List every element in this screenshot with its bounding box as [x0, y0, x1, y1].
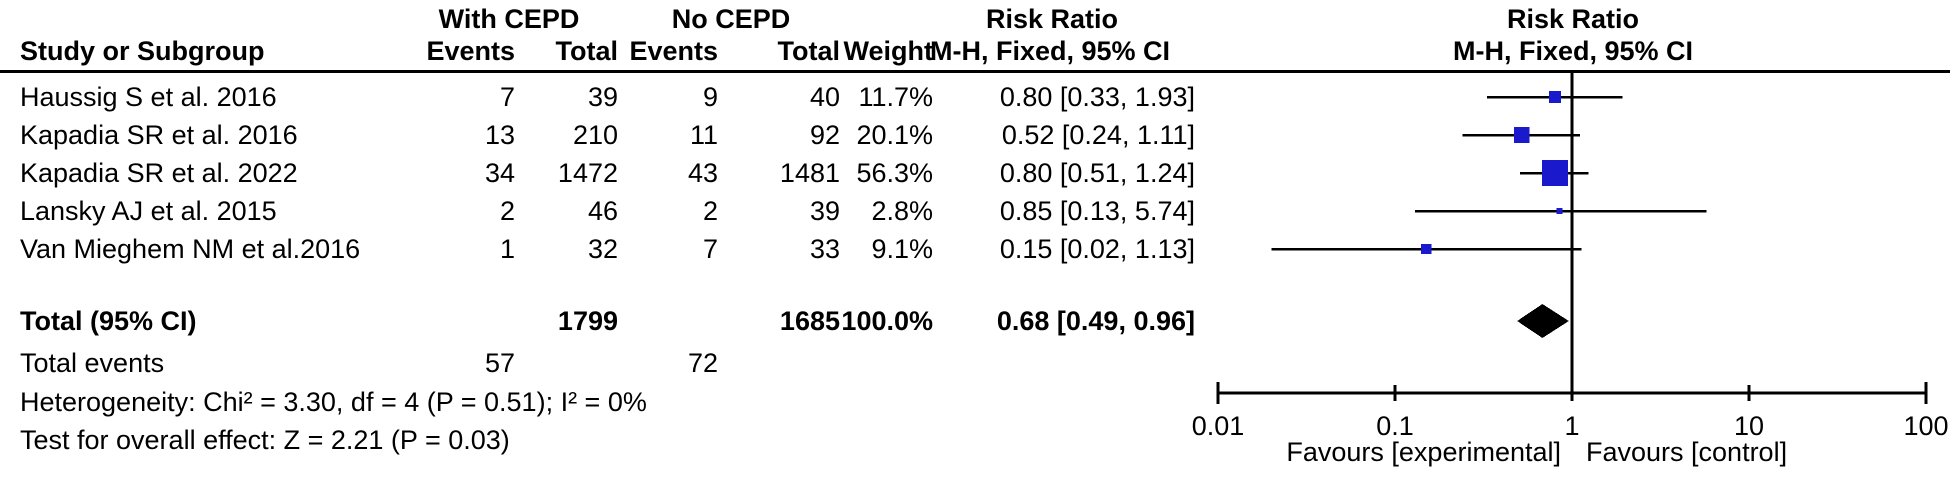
total-no-cepd: 1481: [779, 158, 840, 188]
table-row-study-4: Lansky AJ et al. 2015 2 46 2 39 2.8% 0.8…: [0, 192, 1950, 230]
risk-ratio-ci: 0.80 [0.33, 1.93]: [999, 82, 1195, 112]
study-name: Kapadia SR et al. 2016: [20, 120, 298, 150]
total-no-cepd-sum: 1685: [779, 306, 840, 336]
total-no-cepd: 33: [809, 234, 840, 264]
events-with-cepd: 13: [484, 120, 515, 150]
group-header-no-cepd: No CEPD: [671, 4, 791, 34]
column-header-events-2: Events: [629, 36, 718, 66]
total-with-cepd: 210: [572, 120, 618, 150]
heterogeneity-text: Heterogeneity: Chi² = 3.30, df = 4 (P = …: [20, 387, 647, 417]
heterogeneity-stats: Heterogeneity: Chi² = 3.30, df = 4 (P = …: [0, 383, 1950, 421]
axis-tick-label: 10: [1733, 411, 1765, 441]
total-weight: 100.0%: [841, 306, 933, 336]
column-group-risk-ratio: Risk Ratio: [985, 4, 1119, 34]
events-with-cepd: 2: [499, 196, 515, 226]
plot-header-method: M-H, Fixed, 95% CI: [1452, 36, 1694, 66]
axis-tick-label: 100: [1903, 411, 1949, 441]
total-no-cepd: 39: [809, 196, 840, 226]
table-row-total-events: Total events 57 72: [0, 344, 1950, 382]
plot-title-risk-ratio: Risk Ratio: [1506, 4, 1640, 34]
weight-value: 56.3%: [856, 158, 933, 188]
events-no-cepd: 2: [702, 196, 718, 226]
column-header-study: Study or Subgroup: [20, 36, 265, 66]
total-no-cepd: 92: [809, 120, 840, 150]
total-with-cepd: 46: [587, 196, 618, 226]
risk-ratio-ci: 0.85 [0.13, 5.74]: [999, 196, 1195, 226]
risk-ratio-ci: 0.52 [0.24, 1.11]: [1001, 120, 1195, 150]
events-no-cepd: 9: [702, 82, 718, 112]
total-with-cepd: 32: [587, 234, 618, 264]
total-events-no-cepd: 72: [687, 348, 718, 378]
weight-value: 9.1%: [871, 234, 933, 264]
axis-tick-label: 0.1: [1376, 411, 1414, 441]
total-events-with-cepd: 57: [484, 348, 515, 378]
study-name: Kapadia SR et al. 2022: [20, 158, 298, 188]
total-no-cepd: 40: [809, 82, 840, 112]
table-row-study-3: Kapadia SR et al. 2022 34 1472 43 1481 5…: [0, 154, 1950, 192]
events-with-cepd: 34: [484, 158, 515, 188]
risk-ratio-ci: 0.15 [0.02, 1.13]: [999, 234, 1195, 264]
column-header-total-1: Total: [555, 36, 619, 66]
column-header-total-2: Total: [777, 36, 841, 66]
table-row-study-5: Van Mieghem NM et al.2016 1 32 7 33 9.1%…: [0, 230, 1950, 268]
total-with-cepd: 1472: [557, 158, 618, 188]
total-events-label: Total events: [20, 348, 165, 378]
weight-value: 20.1%: [856, 120, 933, 150]
study-name: Lansky AJ et al. 2015: [20, 196, 277, 226]
events-no-cepd: 7: [702, 234, 718, 264]
events-with-cepd: 7: [499, 82, 515, 112]
total-with-cepd-sum: 1799: [557, 306, 618, 336]
weight-value: 2.8%: [871, 196, 933, 226]
total-label: Total (95% CI): [20, 306, 197, 336]
column-header-method: M-H, Fixed, 95% CI: [929, 36, 1171, 66]
column-header-events-1: Events: [426, 36, 515, 66]
axis-tick-label: 0.01: [1191, 411, 1245, 441]
axis-tick-label: 1: [1564, 411, 1580, 441]
weight-value: 11.7%: [858, 82, 933, 112]
column-header-weight: Weight: [843, 36, 934, 66]
table-row-total: Total (95% CI) 1799 1685 100.0% 0.68 [0.…: [0, 302, 1950, 340]
events-with-cepd: 1: [499, 234, 515, 264]
events-no-cepd: 43: [687, 158, 718, 188]
table-row-study-2: Kapadia SR et al. 2016 13 210 11 92 20.1…: [0, 116, 1950, 154]
study-name: Van Mieghem NM et al.2016: [20, 234, 361, 264]
study-name: Haussig S et al. 2016: [20, 82, 277, 112]
risk-ratio-ci: 0.80 [0.51, 1.24]: [999, 158, 1195, 188]
favours-experimental-label: Favours [experimental]: [1286, 437, 1561, 467]
overall-effect-stats: Test for overall effect: Z = 2.21 (P = 0…: [0, 421, 1950, 459]
overall-effect-text: Test for overall effect: Z = 2.21 (P = 0…: [20, 425, 510, 455]
group-header-with-cepd: With CEPD: [438, 4, 580, 34]
total-with-cepd: 39: [587, 82, 618, 112]
favours-control-label: Favours [control]: [1586, 437, 1788, 467]
header-divider: [0, 70, 1950, 73]
table-row-study-1: Haussig S et al. 2016 7 39 9 40 11.7% 0.…: [0, 78, 1950, 116]
events-no-cepd: 11: [689, 120, 718, 150]
total-risk-ratio-ci: 0.68 [0.49, 0.96]: [996, 306, 1195, 336]
